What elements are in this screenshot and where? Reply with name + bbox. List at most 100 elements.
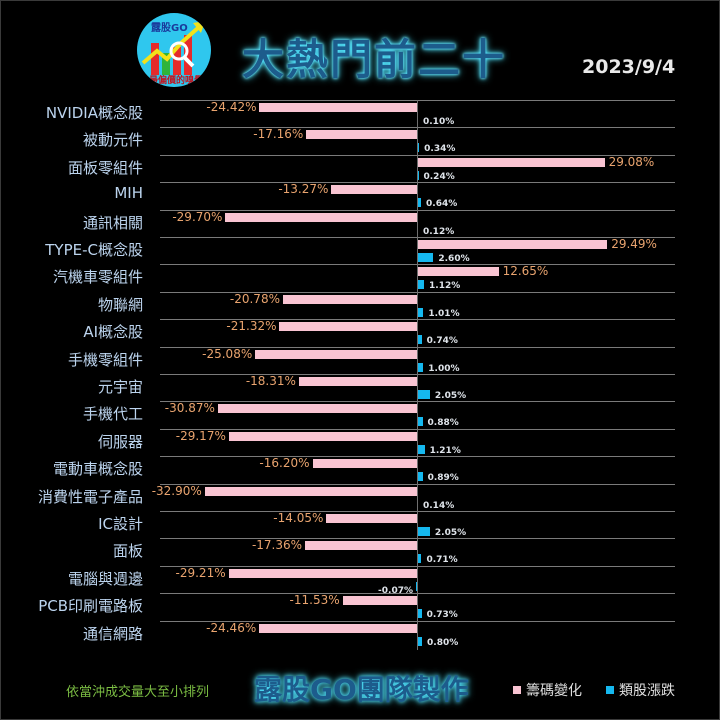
legend-label: 類股漲跌 [619,683,675,699]
category-label: 汽機車零組件 [52,268,143,287]
chart-row: 面板零組件 29.08% 0.24% [0,154,720,182]
chip-change-bar [305,541,417,551]
sector-change-label: 0.10% [423,117,455,127]
chart-row: 物聯網 -20.78% 1.01% [0,291,720,319]
logo-trend-magnifier-icon [141,21,205,68]
category-label: AI概念股 [83,323,143,342]
category-label: NVIDIA概念股 [45,104,143,122]
sector-change-bar [417,527,430,536]
logo-motto: 最偏價的嗅覺 [148,76,203,86]
sector-change-label: 0.71% [426,555,458,566]
chip-change-label: -29.21% [175,565,226,580]
category-label: 電動車概念股 [52,460,143,479]
sector-change-label: 0.80% [427,637,459,648]
chart-row: 手機零組件 -25.08% 1.00% [0,346,720,374]
chart-row: 通信網路 -24.46% 0.80% [0,620,720,648]
sector-change-label: 1.12% [429,281,461,292]
legend-swatch-blue [606,686,614,694]
category-label: 手機代工 [82,405,143,424]
category-label: 面板零組件 [67,158,143,177]
sector-change-label: 2.05% [434,391,467,401]
sector-change-bar [417,335,422,345]
sector-change-bar [417,636,423,646]
chip-change-bar [204,486,417,496]
sector-change-bar [417,609,422,619]
chip-change-label: -29.17% [175,428,226,443]
category-label: 物聯網 [97,295,143,314]
sector-change-bar [417,198,422,208]
chart-row: 電腦與週邊 -29.21% -0.07% [0,565,720,596]
zero-axis [417,100,418,650]
chip-change-label: -13.27% [278,182,329,197]
chip-change-label: 29.08% [608,154,655,169]
sector-change-label: 0.89% [427,473,459,484]
sector-change-bar [417,280,425,290]
legend-item-chip-change: 籌碼變化 [513,680,582,700]
category-label: 通信網路 [82,624,143,643]
chart-row: 元宇宙 -18.31% 2.05% [0,374,720,401]
category-label: 面板 [112,542,143,561]
brand-logo: 露股GO 最偏價的嗅覺 [137,13,211,87]
chip-change-label: -30.87% [164,401,215,416]
chart-row: 手機代工 -30.87% 0.88% [0,401,720,428]
chip-change-bar [312,459,417,469]
category-label: MIH [114,184,143,203]
sector-change-bar [417,307,424,317]
sector-change-label: 0.73% [426,610,458,621]
chip-change-bar [342,596,417,606]
chip-change-label: -11.53% [289,593,340,608]
sector-change-label: 0.74% [426,336,458,347]
category-label: 伺服器 [97,432,143,451]
chip-change-label: -18.31% [245,374,296,388]
category-label: 通訊相關 [82,213,143,232]
chip-change-label: -32.90% [151,483,202,498]
sort-note: 依當沖成交量大至小排列 [66,685,210,700]
sector-change-bar [417,417,423,427]
page-title: 大熱門前二十 [242,35,507,84]
category-label: 被動元件 [82,131,143,150]
logo-bar [184,35,192,75]
chart-row: 面板 -17.36% 0.71% [0,538,720,565]
chart-row: IC設計 -14.05% 2.05% [0,511,720,538]
chip-change-bar [259,103,417,112]
sector-change-label: 0.12% [423,226,455,237]
chip-change-label: -25.08% [202,346,253,361]
chip-change-bar [228,431,417,441]
chip-change-bar [279,322,417,332]
sector-change-bar [417,472,423,482]
sector-change-bar [417,253,434,262]
legend-item-sector-change: 類股漲跌 [606,680,675,700]
chart-row: 被動元件 -17.16% 0.34% [0,127,720,154]
chip-change-label: -17.36% [251,538,303,553]
chart-row: 伺服器 -29.17% 1.21% [0,428,720,456]
logo-brand-text: 露股GO [151,23,188,34]
sector-change-label: 1.00% [428,363,460,374]
category-label: 電腦與週邊 [67,569,143,588]
logo-bar [151,43,159,75]
category-label: 消費性電子產品 [37,487,143,506]
chip-change-label: -24.46% [206,620,257,635]
sector-change-bar [417,554,422,564]
chip-change-bar [225,212,417,222]
bar-chart: NVIDIA概念股 -24.42% 0.10% 被動元件 -17.16% 0.34% 面板零… [0,100,720,650]
sector-change-label: 1.01% [428,308,460,319]
chip-change-label: -20.78% [229,291,280,306]
chip-change-bar [331,185,417,195]
chip-change-bar [417,240,608,249]
sector-change-label: 0.24% [423,171,455,182]
chip-change-bar [217,404,417,414]
logo-bar [173,47,181,75]
chart-row: NVIDIA概念股 -24.42% 0.10% [0,100,720,127]
chip-change-bar [228,568,417,578]
category-label: 手機零組件 [67,350,143,369]
chip-change-bar [306,130,417,140]
chip-change-bar [298,377,417,386]
chip-change-label: 29.49% [611,237,657,251]
chip-change-bar [259,623,417,633]
sector-change-bar [417,143,420,153]
chart-row: 通訊相關 -29.70% 0.12% [0,209,720,237]
report-date: 2023/9/4 [582,56,676,78]
chip-change-label: -16.20% [259,456,310,471]
chip-change-bar [417,157,605,167]
chart-row: TYPE-C概念股 29.49% 2.60% [0,237,720,264]
